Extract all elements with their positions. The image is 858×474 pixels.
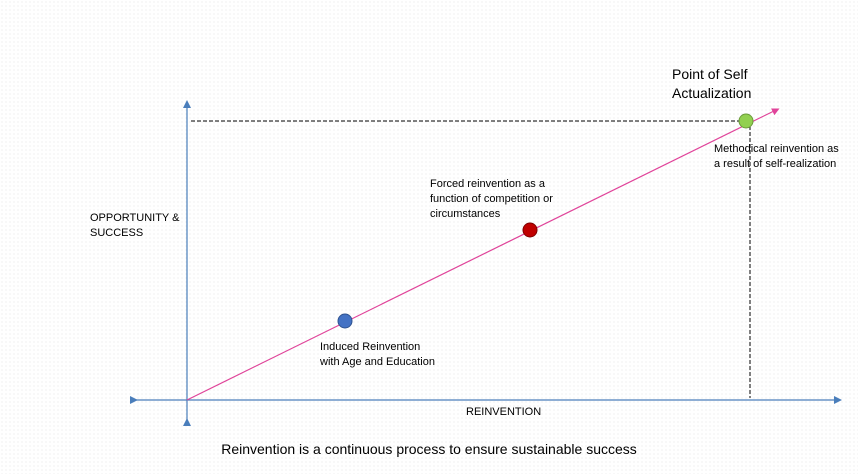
induced-stage-text: Induced Reinvention with Age and Educati… xyxy=(320,340,435,370)
forced-text-line-1: Forced reinvention as a xyxy=(430,178,545,190)
diagram-caption: Reinvention is a continuous process to e… xyxy=(221,441,637,457)
peak-title: Point of Self Actualization xyxy=(672,65,751,103)
forced-text-line-2: function of competition or xyxy=(430,193,553,205)
forced-text-line-3: circumstances xyxy=(430,208,501,220)
peak-title-line-2: Actualization xyxy=(672,85,752,101)
forced-dot xyxy=(522,222,538,238)
methodical-dot xyxy=(738,113,754,129)
x-axis-label: REINVENTION xyxy=(466,406,542,418)
peak-title-line-1: Point of Self xyxy=(672,66,748,82)
methodical-text-line-2: a result of self-realization xyxy=(714,158,837,170)
forced-stage-text: Forced reinvention as a function of comp… xyxy=(430,177,553,222)
y-axis-label-line-1: OPPORTUNITY & xyxy=(90,212,180,224)
induced-text-line-2: with Age and Education xyxy=(320,356,435,368)
induced-dot xyxy=(337,313,353,329)
induced-text-line-1: Induced Reinvention xyxy=(320,341,421,353)
methodical-stage-text: Methodical reinvention as a result of se… xyxy=(714,142,839,172)
y-axis-label-line-2: SUCCESS xyxy=(90,227,144,239)
methodical-text-line-1: Methodical reinvention as xyxy=(714,143,839,155)
trend-line xyxy=(186,108,780,401)
y-axis-label: OPPORTUNITY & SUCCESS xyxy=(90,211,179,241)
